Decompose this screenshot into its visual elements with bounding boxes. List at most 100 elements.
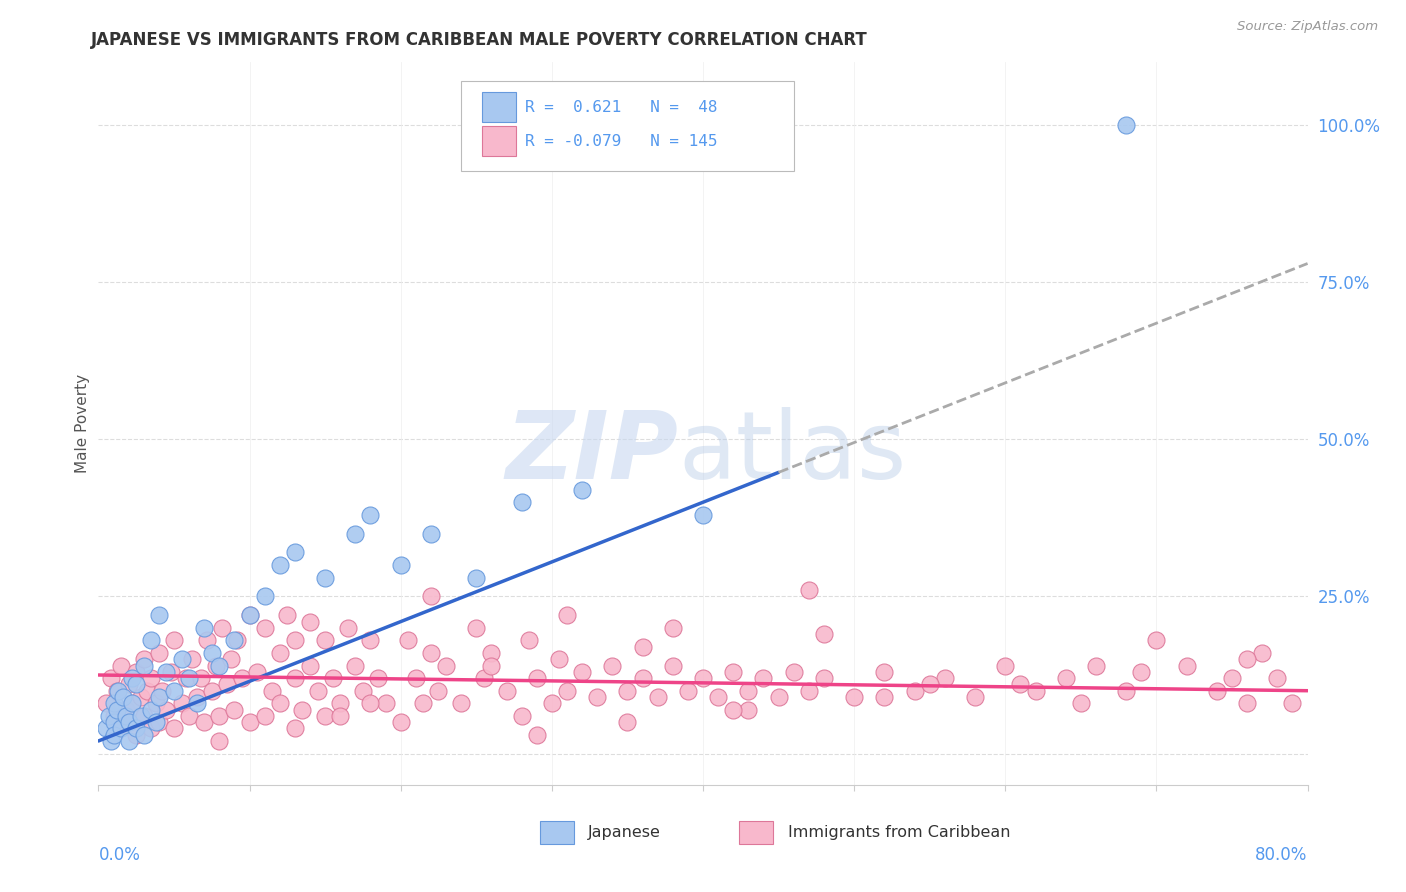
Point [631,640,654,654]
Point [262,683,284,698]
Point [571,483,593,497]
Text: 80.0%: 80.0% [1256,847,1308,864]
Point [844,690,866,704]
Point [412,696,434,710]
Point [616,715,638,730]
Point [526,671,548,685]
Point [148,646,170,660]
Point [616,683,638,698]
Point [118,734,141,748]
Point [299,615,322,629]
Point [737,702,759,716]
Point [215,677,238,691]
Point [918,677,941,691]
Point [873,665,896,679]
Point [1024,683,1046,698]
Point [195,633,218,648]
Point [141,671,163,685]
Point [125,728,148,742]
Point [129,690,152,704]
Bar [482,126,516,156]
Point [465,571,488,585]
Point [934,671,956,685]
Point [737,683,759,698]
Point [389,558,412,572]
Point [707,690,730,704]
Point [813,627,835,641]
Point [389,715,412,730]
Point [540,696,562,710]
Point [150,683,173,698]
Point [211,621,233,635]
Point [105,702,128,716]
Point [1115,118,1137,132]
Point [100,671,122,685]
Point [118,677,141,691]
Point [797,583,820,598]
Point [94,696,117,710]
Point [205,658,228,673]
Point [269,558,291,572]
Point [110,722,132,736]
Point [114,702,136,716]
Point [107,683,129,698]
Point [367,671,389,685]
Point [465,621,488,635]
Point [125,665,148,679]
Point [314,709,336,723]
Point [110,722,132,736]
Point [208,709,231,723]
Point [114,709,136,723]
Point [103,709,125,723]
Bar [740,821,773,844]
Point [631,671,654,685]
Point [163,722,186,736]
Point [105,683,128,698]
Point [118,715,141,730]
Point [98,709,121,723]
Point [405,671,427,685]
Point [145,715,167,730]
Text: Immigrants from Caribbean: Immigrants from Caribbean [787,825,1010,840]
Point [190,671,212,685]
Point [647,690,669,704]
Point [571,665,593,679]
Y-axis label: Male Poverty: Male Poverty [75,374,90,474]
Point [253,590,276,604]
Point [132,709,155,723]
Point [276,608,298,623]
Point [291,702,314,716]
Point [269,696,291,710]
Point [510,495,533,509]
Point [174,671,197,685]
Point [965,690,987,704]
Point [253,621,276,635]
Point [602,658,624,673]
Point [135,683,157,698]
Point [170,652,193,666]
Point [329,696,352,710]
Point [481,658,503,673]
Point [555,608,578,623]
Point [434,658,457,673]
Point [148,608,170,623]
Point [269,646,291,660]
Text: R =  0.621   N =  48: R = 0.621 N = 48 [526,100,717,115]
Point [239,608,262,623]
Point [201,683,224,698]
Point [121,696,143,710]
Point [548,652,571,666]
Point [344,526,367,541]
Point [1236,696,1258,710]
Point [994,658,1017,673]
Point [125,677,148,691]
FancyBboxPatch shape [461,80,793,171]
Point [723,702,745,716]
Point [420,526,443,541]
Point [322,671,344,685]
Point [208,734,231,748]
Point [661,621,683,635]
Text: Source: ZipAtlas.com: Source: ZipAtlas.com [1237,20,1378,33]
Point [1115,683,1137,698]
Text: 0.0%: 0.0% [98,847,141,864]
